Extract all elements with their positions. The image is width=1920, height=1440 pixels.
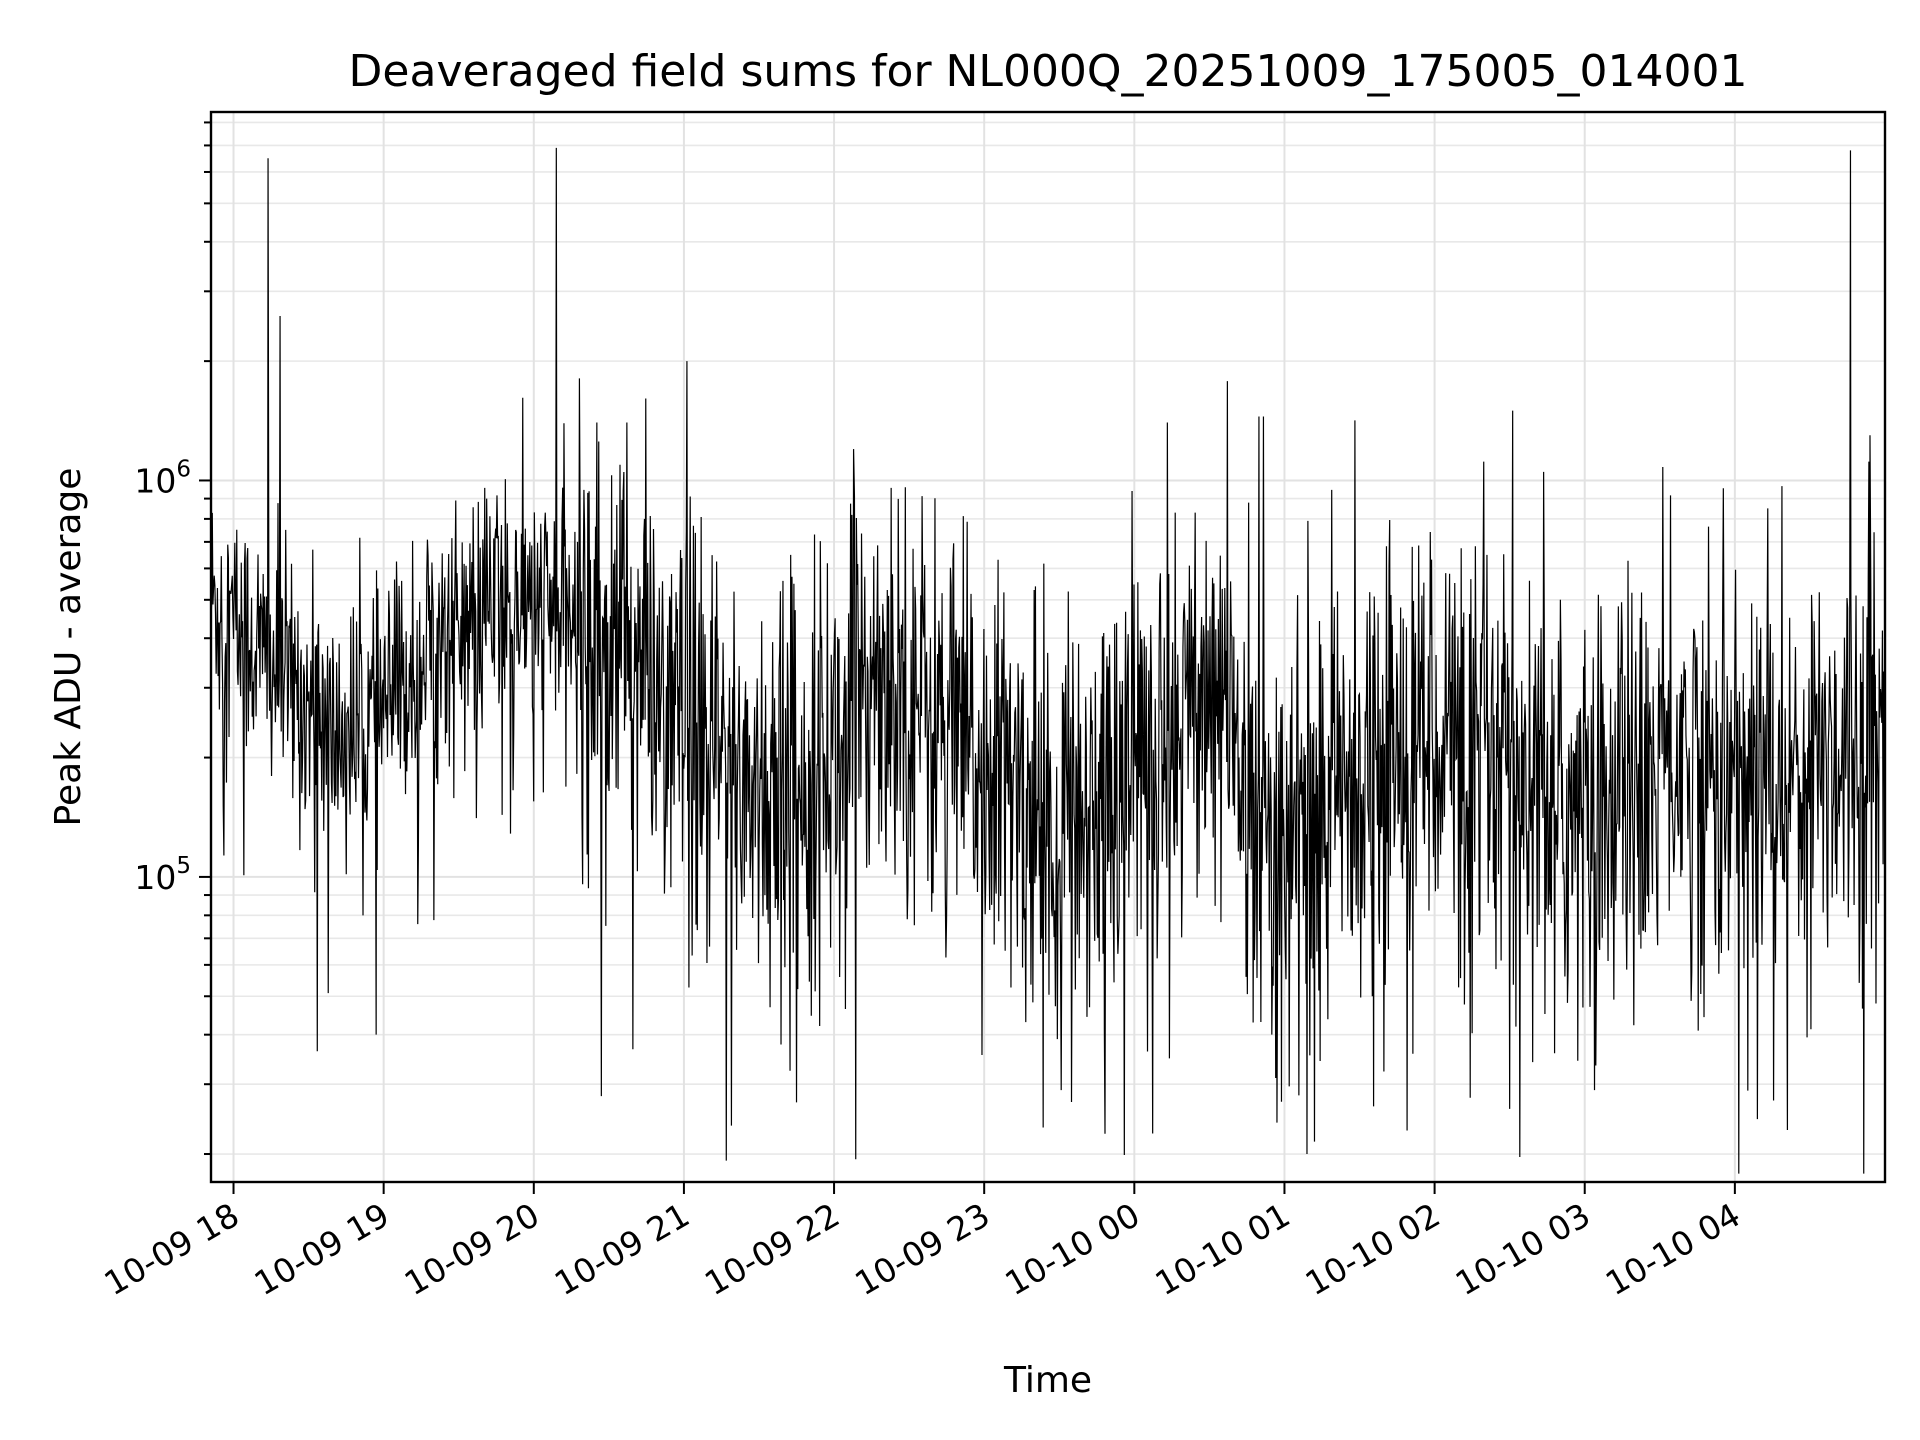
x-axis-label: Time bbox=[1003, 1360, 1092, 1401]
series-layer bbox=[211, 147, 1885, 1174]
y-tick-label: 106 bbox=[134, 456, 191, 500]
series-line bbox=[211, 147, 1885, 1174]
y-axis-label: Peak ADU - average bbox=[48, 468, 89, 827]
chart-title: Deaveraged field sums for NL000Q_2025100… bbox=[349, 46, 1748, 97]
plot-frame bbox=[209, 110, 1887, 1184]
y-tick-label: 105 bbox=[134, 853, 191, 897]
